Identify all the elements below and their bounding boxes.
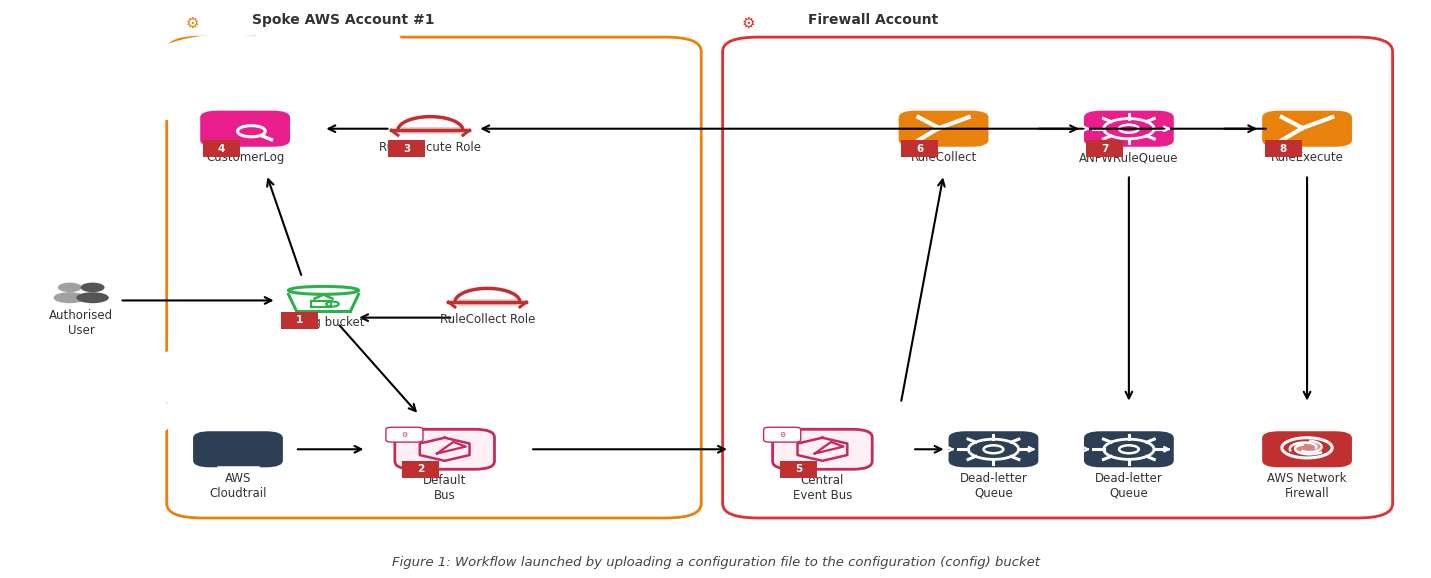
FancyBboxPatch shape [899,110,989,147]
Circle shape [140,341,321,413]
Text: 3: 3 [404,144,411,154]
Text: Firewall Account: Firewall Account [809,13,939,27]
Circle shape [80,283,104,292]
Circle shape [349,47,485,102]
FancyBboxPatch shape [386,427,424,442]
Text: Authorised
User: Authorised User [49,309,113,337]
Text: AWS Network
Firewall: AWS Network Firewall [1268,472,1347,499]
Text: Default
Bus: Default Bus [424,474,467,502]
Text: 5: 5 [794,464,803,474]
FancyBboxPatch shape [1262,110,1352,147]
Text: 2: 2 [416,464,425,474]
Text: 6: 6 [916,144,923,154]
Ellipse shape [76,292,109,303]
FancyBboxPatch shape [1083,431,1173,468]
FancyBboxPatch shape [280,312,318,329]
FancyBboxPatch shape [902,140,939,157]
Text: ⚙: ⚙ [778,432,786,438]
Circle shape [142,34,312,103]
Text: RuleCollect: RuleCollect [910,151,977,164]
FancyBboxPatch shape [773,429,873,469]
Text: Spoke AWS Account #1: Spoke AWS Account #1 [252,13,435,27]
Text: Figure 1: Workflow launched by uploading a configuration file to the configurati: Figure 1: Workflow launched by uploading… [392,557,1039,569]
Text: CustomerLog: CustomerLog [206,151,285,164]
Text: RuleExecute Role: RuleExecute Role [379,141,481,154]
FancyBboxPatch shape [203,140,239,157]
Ellipse shape [53,292,86,303]
Circle shape [59,72,193,125]
FancyBboxPatch shape [1265,140,1302,157]
FancyBboxPatch shape [395,429,495,469]
Text: Central
Event Bus: Central Event Bus [793,474,851,502]
Circle shape [31,387,175,445]
Text: Dead-letter
Queue: Dead-letter Queue [1095,472,1163,499]
FancyBboxPatch shape [1083,110,1173,147]
Circle shape [273,325,426,387]
Circle shape [376,360,519,418]
FancyBboxPatch shape [949,431,1039,468]
Text: ⚙: ⚙ [186,15,199,30]
Text: RuleExecute: RuleExecute [1271,151,1344,164]
Text: Config bucket: Config bucket [283,316,365,329]
FancyBboxPatch shape [780,461,817,478]
Text: AWS
Cloudtrail: AWS Cloudtrail [209,472,266,499]
Polygon shape [1295,443,1319,453]
Text: ⚙: ⚙ [401,432,408,438]
FancyBboxPatch shape [193,431,283,468]
Text: RuleCollect Role: RuleCollect Role [439,313,535,326]
FancyBboxPatch shape [764,427,801,442]
FancyBboxPatch shape [1262,431,1352,468]
FancyBboxPatch shape [200,110,290,147]
Text: ⚙: ⚙ [741,15,756,30]
FancyBboxPatch shape [388,140,425,157]
Circle shape [57,283,82,292]
Text: 4: 4 [218,144,225,154]
FancyBboxPatch shape [402,461,439,478]
FancyBboxPatch shape [1086,140,1123,157]
Text: 1: 1 [296,316,303,325]
Circle shape [253,12,401,71]
Text: Dead-letter
Queue: Dead-letter Queue [960,472,1027,499]
Text: ANFWRuleQueue: ANFWRuleQueue [1079,151,1179,164]
Text: 7: 7 [1102,144,1109,154]
Text: 8: 8 [1279,144,1286,154]
